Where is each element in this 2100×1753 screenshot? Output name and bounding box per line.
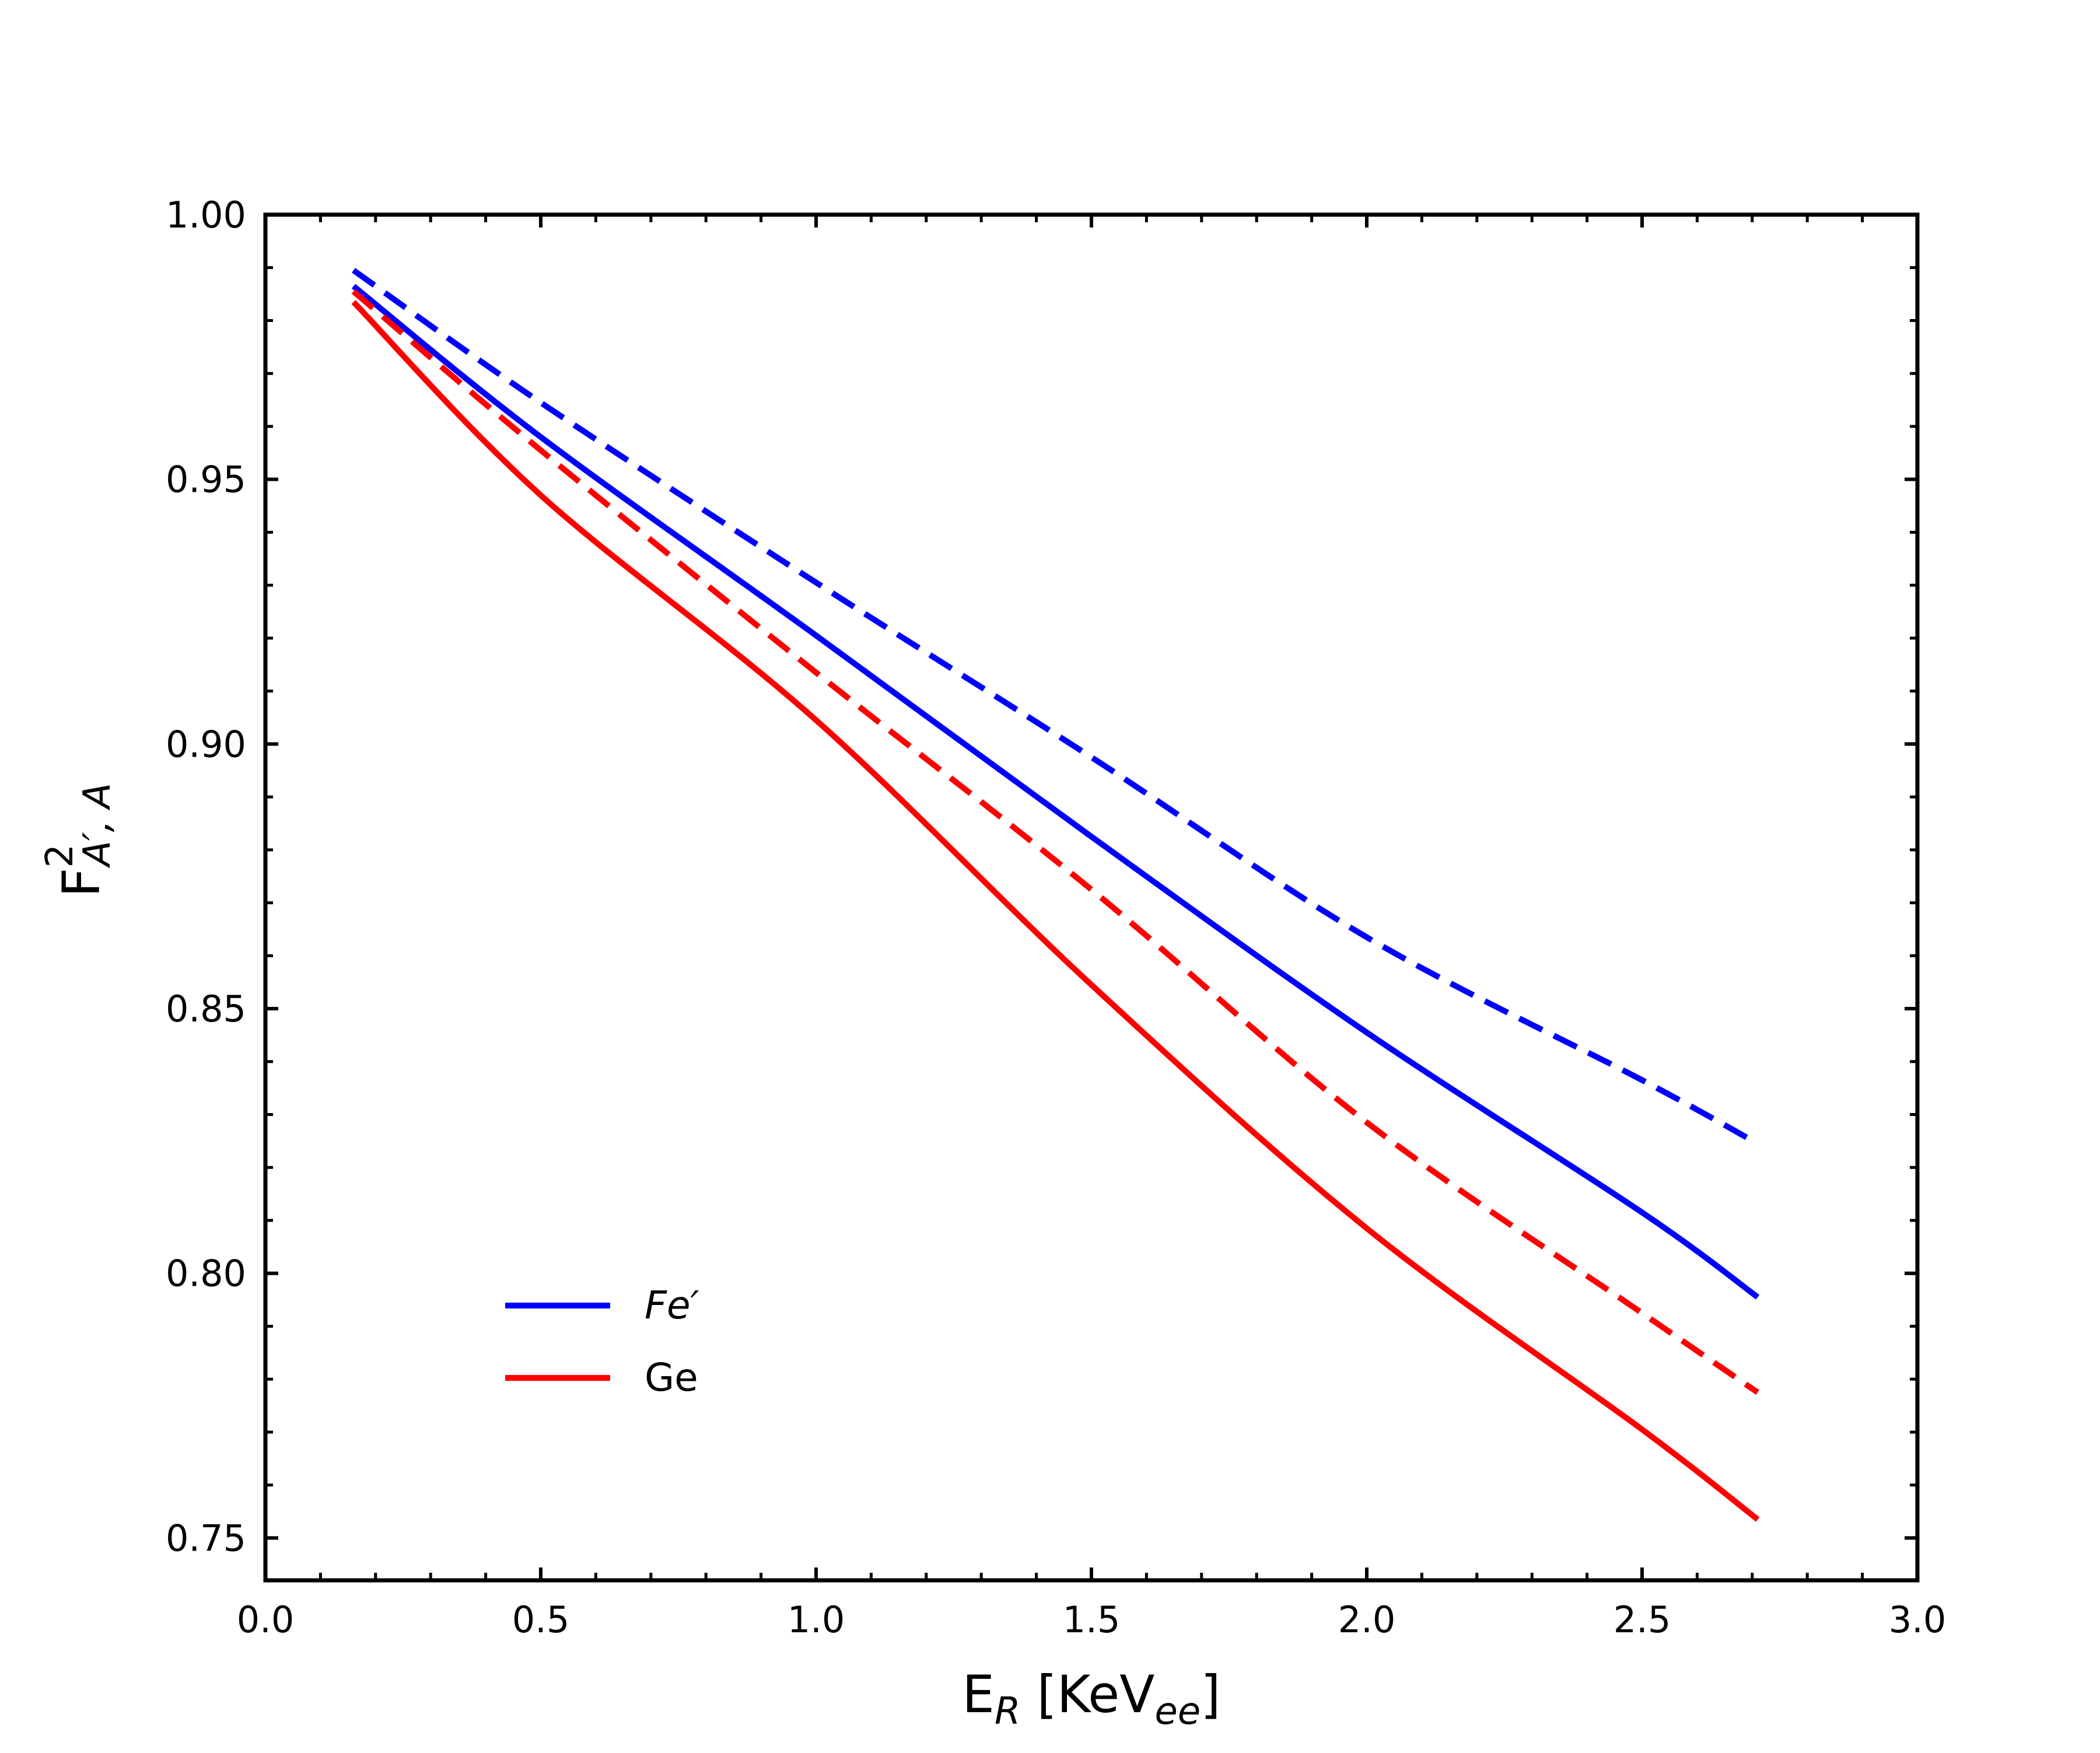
plot-frame <box>263 212 1920 1583</box>
x-axis-title: ER [KeVee] <box>962 1664 1220 1733</box>
x-tick-label: 2.0 <box>1338 1598 1396 1641</box>
labels-layer: 0.0 0.5 1.0 1.5 2.0 2.5 3.0 0.75 0.80 0.85 0.90 0.9… <box>166 194 1946 1641</box>
legend: Fe′ Ge <box>505 1283 699 1400</box>
series-line-3 <box>351 289 1760 1395</box>
y-tick-label: 0.90 <box>166 723 246 765</box>
y-axis-title-base: F <box>51 867 111 897</box>
legend-label-ge: Ge <box>645 1355 698 1400</box>
y-tick-label: 0.75 <box>166 1517 246 1559</box>
y-tick-label: 1.00 <box>166 194 246 236</box>
x-tick-label: 2.5 <box>1614 1598 1671 1641</box>
series-line-0 <box>351 284 1760 1300</box>
series-line-2 <box>351 300 1760 1522</box>
x-tick-label: 3.0 <box>1889 1598 1947 1641</box>
x-tick-label: 1.5 <box>1063 1598 1121 1641</box>
y-tick-label: 0.85 <box>166 988 246 1030</box>
x-axis-title-end: ] <box>1200 1664 1220 1724</box>
series-line-1 <box>352 268 1759 1146</box>
x-axis-title-sub2: ee <box>1154 1690 1200 1733</box>
y-axis-title-sup: 2 <box>38 844 82 868</box>
legend-label-fe: Fe′ <box>645 1283 699 1328</box>
y-tick-label: 0.80 <box>166 1252 246 1295</box>
series-layer <box>351 268 1760 1522</box>
x-axis-title-base: E <box>962 1664 995 1724</box>
x-tick-label: 1.0 <box>788 1598 845 1641</box>
x-tick-label: 0.0 <box>237 1598 295 1641</box>
y-axis-title: F2A′, A <box>38 783 119 897</box>
y-tick-label: 0.95 <box>166 459 246 501</box>
y-axis-title-sub: A′, A <box>76 783 119 869</box>
x-tick-label: 0.5 <box>512 1598 570 1641</box>
x-axis-title-middle: [KeV <box>1021 1664 1155 1724</box>
x-axis-title-sub: R <box>995 1690 1020 1733</box>
